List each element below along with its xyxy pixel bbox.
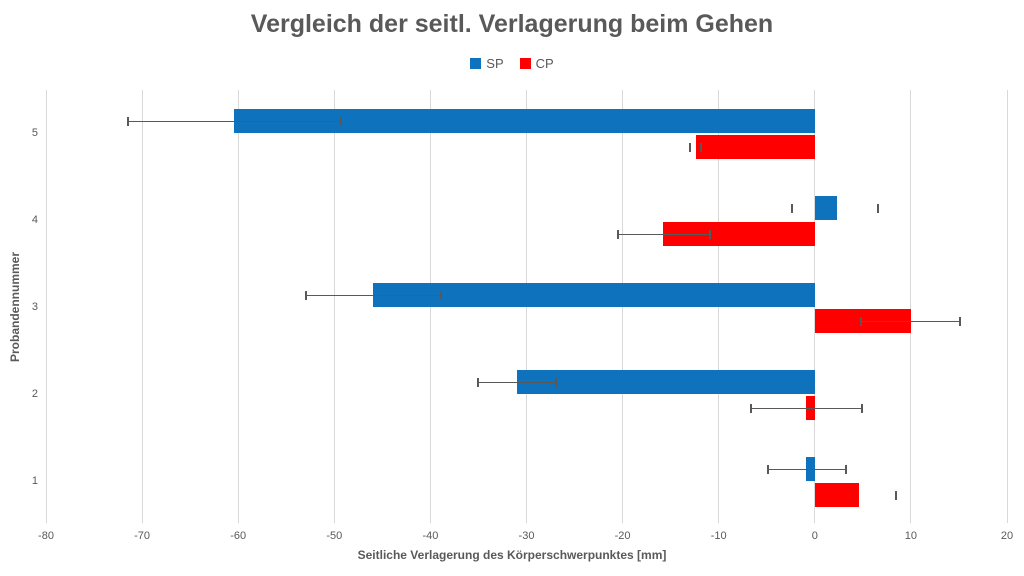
bar-cp-5: [695, 134, 815, 159]
x-tick-label: 10: [904, 530, 918, 542]
gridline: [526, 90, 527, 523]
gridline: [718, 90, 720, 523]
error-bar-cap: [477, 377, 480, 387]
error-bar-cap: [750, 403, 753, 413]
bar-sp-4: [814, 195, 837, 220]
legend-label: CP: [535, 56, 554, 71]
chart-title: Vergleich der seitl. Verlagerung beim Ge…: [250, 10, 774, 38]
x-tick-label: 0: [811, 530, 818, 542]
x-tick-label: -40: [422, 530, 439, 542]
error-bar-line: [127, 120, 341, 122]
x-tick-label: -50: [326, 530, 343, 542]
gridline: [333, 90, 335, 523]
x-tick-label: -60: [230, 530, 247, 542]
error-bar-line: [751, 407, 862, 409]
error-bar-line: [306, 294, 441, 296]
x-tick-label: -80: [38, 530, 54, 542]
y-tick-label: 2: [31, 387, 38, 400]
error-bar-line: [767, 468, 846, 470]
error-bar-cap: [859, 316, 862, 326]
gridline: [237, 90, 239, 523]
x-tick-label: -70: [134, 530, 151, 542]
gridline: [1006, 90, 1008, 523]
gridline: [45, 90, 47, 523]
x-tick-label: -20: [614, 530, 631, 542]
y-axis-title: Probandennummer: [8, 251, 22, 363]
x-tick-label: 20: [1000, 530, 1014, 542]
error-bar-cap: [439, 290, 442, 300]
error-bar-cap: [688, 142, 691, 152]
legend-item-sp: SP: [470, 56, 504, 71]
error-bar-cap: [340, 116, 343, 126]
error-bar-line: [617, 233, 711, 235]
error-bar-cap: [616, 229, 619, 239]
error-bar-line: [860, 320, 960, 322]
chart-legend: SP CP: [0, 56, 1024, 71]
bar-sp-3: [372, 282, 815, 307]
error-bar-cap: [860, 403, 863, 413]
legend-label: SP: [486, 56, 504, 71]
gridline: [622, 90, 624, 523]
error-bar-cap: [766, 464, 769, 474]
error-bar-cap: [305, 290, 308, 300]
bar-cp-1: [814, 482, 859, 507]
error-bar-cap: [844, 464, 847, 474]
error-bar-cap: [790, 203, 793, 213]
legend-swatch-sp: [470, 58, 482, 69]
bar-sp-2: [516, 369, 815, 394]
y-tick-label: 4: [31, 213, 38, 226]
error-bar-cap: [877, 203, 880, 213]
x-tick-label: -30: [518, 530, 535, 542]
error-bar-cap: [700, 142, 703, 152]
error-bar-line: [478, 381, 557, 383]
x-tick-label: -10: [710, 530, 727, 542]
error-bar-cap: [895, 490, 898, 500]
gridline: [910, 90, 912, 523]
y-tick-label: 5: [31, 126, 38, 139]
error-bar-cap: [126, 116, 129, 126]
gridline: [141, 90, 143, 523]
y-tick-label: 3: [31, 300, 38, 313]
legend-item-cp: CP: [519, 56, 554, 71]
error-bar-cap: [958, 316, 961, 326]
gridline: [429, 90, 431, 523]
error-bar-cap: [555, 377, 558, 387]
gridline: [814, 90, 816, 523]
error-bar-cap: [709, 229, 712, 239]
y-tick-label: 1: [31, 474, 38, 487]
legend-swatch-cp: [519, 58, 531, 69]
x-axis-title: Seitliche Verlagerung des Körperschwerpu…: [357, 548, 667, 562]
